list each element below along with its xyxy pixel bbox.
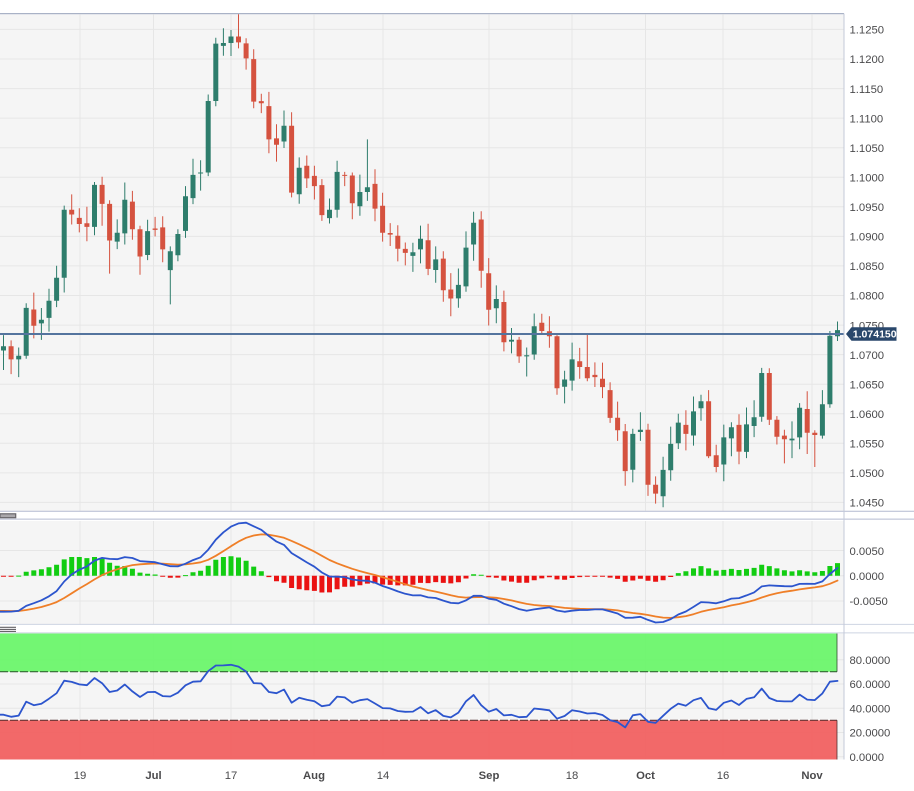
svg-text:0.0050: 0.0050 <box>850 546 885 558</box>
svg-text:Jul: Jul <box>145 770 161 782</box>
svg-text:1.0650: 1.0650 <box>850 379 885 391</box>
svg-text:1.1050: 1.1050 <box>850 143 885 155</box>
svg-text:0.0000: 0.0000 <box>850 571 885 583</box>
svg-text:1.1150: 1.1150 <box>850 84 884 96</box>
svg-text:14: 14 <box>377 770 390 782</box>
svg-text:1.1100: 1.1100 <box>850 113 884 125</box>
svg-text:1.0700: 1.0700 <box>850 350 885 362</box>
svg-text:Aug: Aug <box>303 770 325 782</box>
svg-text:1.1000: 1.1000 <box>850 172 885 184</box>
svg-text:1.0800: 1.0800 <box>850 291 885 303</box>
svg-text:1.0550: 1.0550 <box>850 439 885 451</box>
svg-text:-0.0050: -0.0050 <box>850 596 888 608</box>
svg-text:1.0500: 1.0500 <box>850 468 885 480</box>
svg-text:19: 19 <box>74 770 87 782</box>
svg-text:Sep: Sep <box>479 770 500 782</box>
svg-text:1.074150: 1.074150 <box>853 329 897 341</box>
svg-text:Nov: Nov <box>801 770 823 782</box>
svg-text:Oct: Oct <box>636 770 655 782</box>
svg-text:1.0850: 1.0850 <box>850 261 885 273</box>
svg-text:80.0000: 80.0000 <box>850 655 891 667</box>
svg-text:18: 18 <box>566 770 579 782</box>
svg-text:1.0600: 1.0600 <box>850 409 885 421</box>
svg-text:20.0000: 20.0000 <box>850 728 891 740</box>
svg-text:60.0000: 60.0000 <box>850 679 891 691</box>
svg-text:17: 17 <box>225 770 238 782</box>
svg-text:1.0900: 1.0900 <box>850 232 885 244</box>
svg-text:1.1200: 1.1200 <box>850 54 885 66</box>
svg-text:0.0000: 0.0000 <box>850 752 885 764</box>
svg-text:1.0450: 1.0450 <box>850 498 885 510</box>
svg-text:1.1250: 1.1250 <box>850 25 885 37</box>
svg-text:16: 16 <box>717 770 730 782</box>
svg-text:40.0000: 40.0000 <box>850 703 891 715</box>
svg-text:1.0950: 1.0950 <box>850 202 885 214</box>
